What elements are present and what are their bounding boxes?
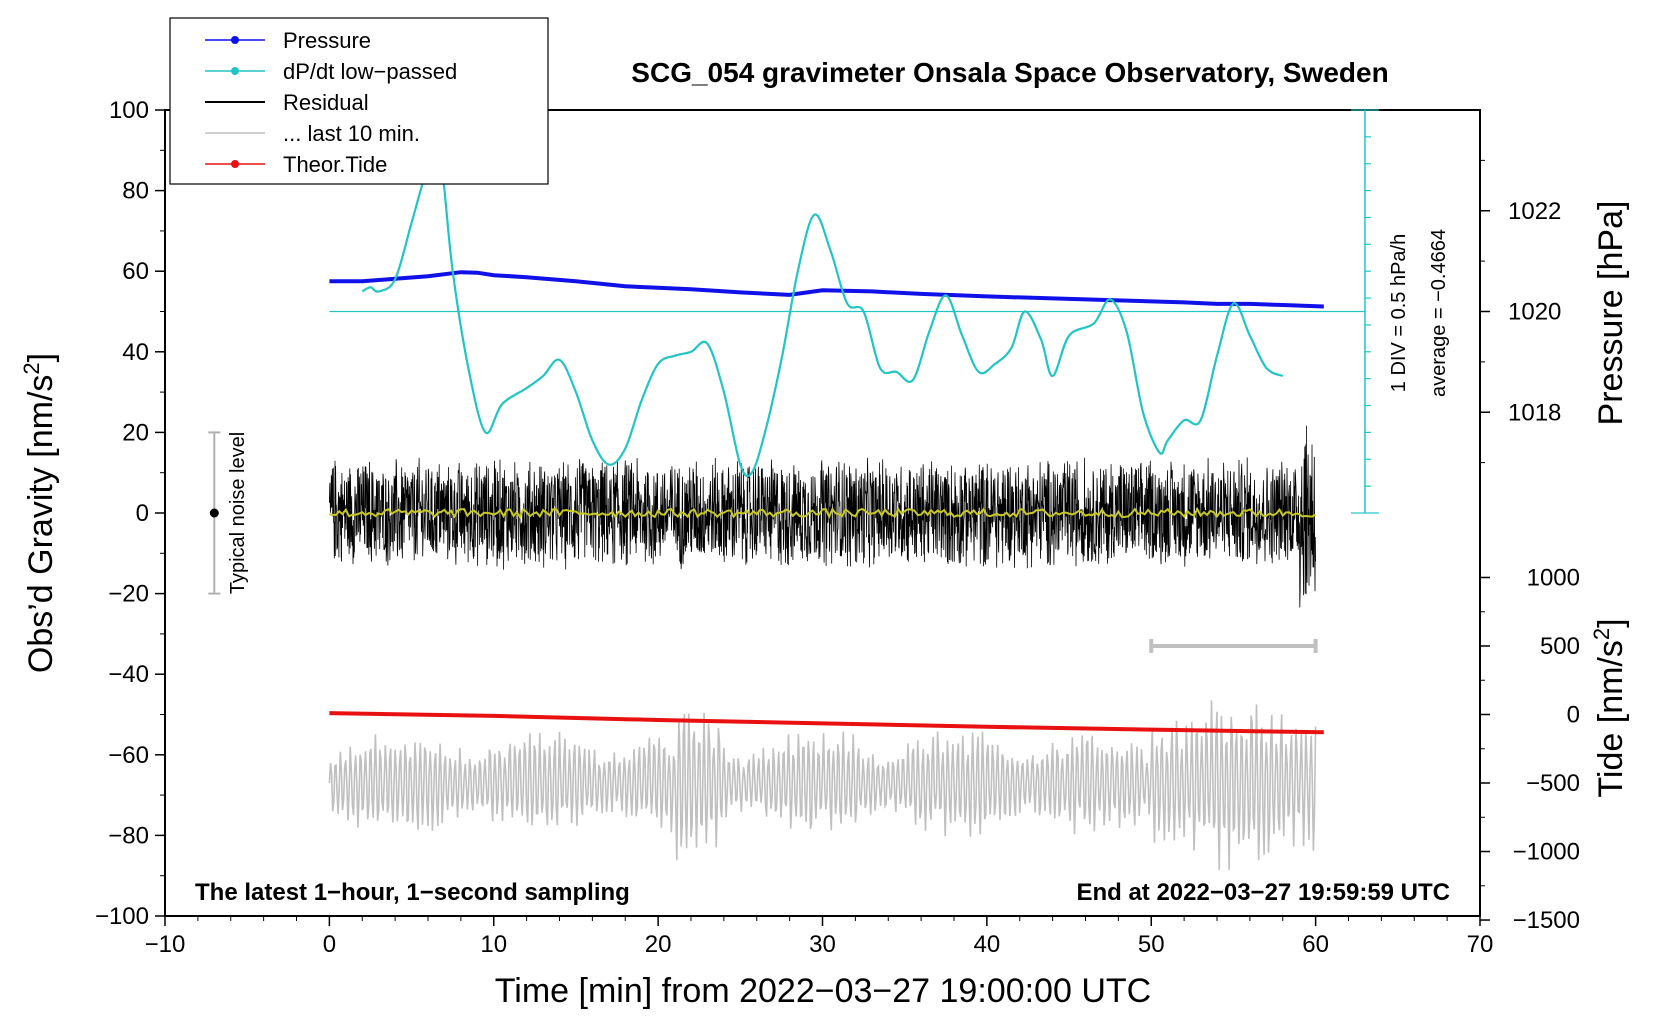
y-tick-label: −100 [95,903,149,930]
noise-bar-center [209,508,219,518]
x-tick-label: 60 [1302,931,1329,958]
tide-tick-label: 500 [1540,633,1580,660]
x-tick-label: 50 [1138,931,1165,958]
y-axis-title-tide: Tide [nm/s2] [1589,618,1630,797]
ticks-layer: −10 0 10 20 30 40 50 60 70−100−80−60−40−20020406… [95,97,1580,958]
x-axis-title: Time [min] from 2022−03−27 19:00:00 UTC [495,972,1151,1010]
tide-tick-label: 1000 [1527,564,1580,591]
tide-tick-label: 0 [1567,702,1580,729]
x-tick-label: 30 [809,931,836,958]
dpdt-series-line [361,142,1284,478]
noise-level-label: Typical noise level [227,432,249,594]
x-tick-label: 10 [480,931,507,958]
tide-series-line [329,711,1324,735]
y-tick-label: −40 [108,661,149,688]
annotation-sampling: The latest 1−hour, 1−second sampling [195,879,630,906]
average-label: average = −0.4664 [1428,229,1450,397]
pressure-tick-label: 1018 [1508,399,1561,426]
y-axis-title-left: Obs’d Gravity [nm/s2] [19,353,60,673]
residual-smoothed-line [329,506,1317,520]
legend-label: dP/dt low−passed [283,59,457,84]
x-tick-label: 70 [1467,931,1494,958]
x-tick-label: −10 [145,931,186,958]
legend-label: Theor.Tide [283,152,387,177]
pressure-tick-label: 1022 [1508,198,1561,225]
tide-tick-label: −1500 [1513,907,1580,934]
y-tick-label: −60 [108,742,149,769]
legend-label: ... last 10 min. [283,121,420,146]
annotation-end-time: End at 2022−03−27 19:59:59 UTC [1076,879,1450,906]
y-tick-label: −80 [108,822,149,849]
y-tick-label: 40 [122,339,149,366]
y-tick-label: −20 [108,581,149,608]
annotation-layer [208,109,1379,653]
residual-series-line [329,425,1316,608]
last10-series-line [328,700,1317,871]
chart-title: SCG_054 gravimeter Onsala Space Observat… [631,57,1388,88]
y-tick-label: 80 [122,178,149,205]
y-axis-title-pressure: Pressure [hPa] [1592,201,1630,426]
y-tick-label: 0 [136,500,149,527]
series-layer [328,142,1324,871]
legend-marker [231,67,239,75]
y-tick-label: 60 [122,258,149,285]
y-tick-label: 100 [109,97,149,124]
y-tick-label: 20 [122,419,149,446]
legend-marker [231,36,239,44]
x-tick-label: 20 [645,931,672,958]
legend-label: Residual [283,90,369,115]
legend: Pressure dP/dt low−passed Residual ... last… [169,17,549,185]
legend-marker [231,160,239,168]
x-tick-label: 40 [974,931,1001,958]
pressure-series-line [329,270,1324,309]
legend-items: Pressure dP/dt low−passed Residual ... last… [205,28,457,177]
pressure-tick-label: 1020 [1508,299,1561,326]
tide-tick-label: −1000 [1513,839,1580,866]
tide-tick-label: −500 [1526,770,1580,797]
x-tick-label: 0 [323,931,336,958]
div-scale-label: 1 DIV = 0.5 hPa/h [1388,234,1410,392]
legend-label: Pressure [283,28,371,53]
